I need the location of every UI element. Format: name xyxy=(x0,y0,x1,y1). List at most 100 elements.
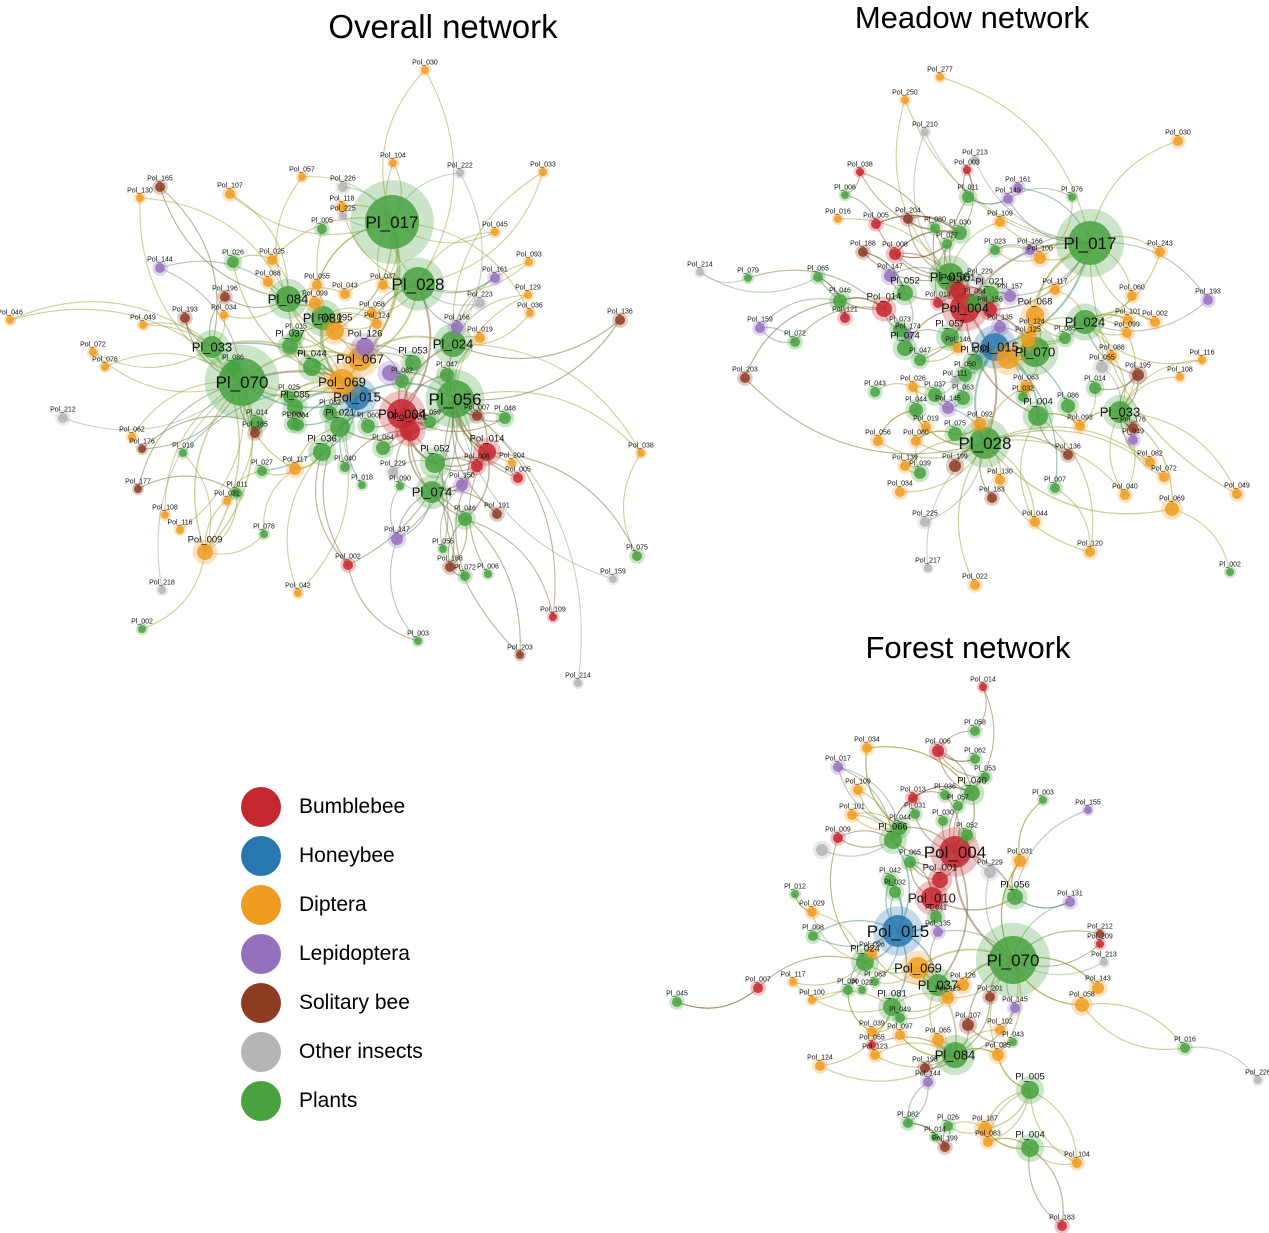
node-label-Pol_093: Pol_093 xyxy=(1067,415,1093,422)
node-label-Pol_019: Pol_019 xyxy=(913,416,939,423)
node-Pl_032 xyxy=(1018,392,1028,402)
node-Pol_212 xyxy=(1096,930,1104,938)
node-Pol_212 xyxy=(58,413,68,423)
node-label-Pl_050: Pl_050 xyxy=(954,362,976,369)
node-Pl_072 xyxy=(790,337,800,347)
node-Pol_117 xyxy=(789,978,797,986)
node-Pol_157 xyxy=(1004,290,1016,302)
node-Pl_084 xyxy=(275,286,301,312)
node-label-Pol_185: Pol_185 xyxy=(242,422,268,429)
node-Pl_052 xyxy=(961,829,973,841)
node-Pl_036 xyxy=(313,443,331,461)
node-Pol_060 xyxy=(1127,291,1137,301)
node-label-Pol_101: Pol_101 xyxy=(839,804,865,811)
node-label-Pol_212: Pol_212 xyxy=(50,407,76,414)
node-Pol_030 xyxy=(421,66,429,74)
node-Pol_130 xyxy=(995,475,1005,485)
node-label-Pol_022: Pol_022 xyxy=(962,574,988,581)
node-Pol_118 xyxy=(337,202,347,212)
node-Pl_060 xyxy=(361,419,375,433)
node-Pl_043 xyxy=(1009,1038,1017,1046)
node-label-Pol_116: Pol_116 xyxy=(167,520,192,527)
node-Pol_198 xyxy=(920,1063,930,1073)
edge-Pol_072-Pl_028 xyxy=(984,429,1165,478)
node-label-Pl_045: Pl_045 xyxy=(666,991,688,998)
node-Pl_084 xyxy=(942,1042,968,1068)
node-Pol_046 xyxy=(6,316,14,324)
node-Pol_159 xyxy=(609,575,617,583)
node-label-Pl_011: Pl_011 xyxy=(226,482,247,489)
node-label-Pol_055: Pol_055 xyxy=(304,274,330,281)
node-label-Pl_002: Pl_002 xyxy=(131,619,153,626)
edge-Pol_109-Pl_046 xyxy=(464,518,554,618)
node-Pol_093 xyxy=(1075,421,1085,431)
legend: Bumblebee Honeybee Diptera Lepidoptera S… xyxy=(241,782,423,1125)
node-Pol_068 xyxy=(1026,306,1044,324)
node-Pol_013 xyxy=(933,298,943,308)
node-label-Pol_069: Pol_069 xyxy=(1159,496,1185,503)
node-Pol_116 xyxy=(1198,356,1206,364)
node-label-Pol_001: Pol_001 xyxy=(923,863,958,874)
node-label-Pl_023: Pl_023 xyxy=(984,239,1006,246)
edge-Pl_075-Pol_014 xyxy=(486,451,638,557)
node-label-Pol_065: Pol_065 xyxy=(925,1028,951,1035)
node-Pol_123 xyxy=(870,1050,880,1060)
node-Pol_092 xyxy=(974,418,986,430)
edge-Pol_222-Pl_024 xyxy=(452,172,483,345)
node-label-Pol_149: Pol_149 xyxy=(995,188,1021,195)
node-label-Pol_008: Pol_008 xyxy=(464,454,490,461)
node-label-Pl_004: Pl_004 xyxy=(1023,397,1053,408)
node-unlabeled-forest-31 xyxy=(816,844,828,856)
node-label-Pl_024: Pl_024 xyxy=(1065,315,1105,330)
node-label-Pol_166: Pol_166 xyxy=(444,315,470,322)
node-label-Pol_030: Pol_030 xyxy=(1165,130,1191,137)
node-label-Pol_015: Pol_015 xyxy=(971,340,1019,355)
node-label-Pol_144: Pol_144 xyxy=(915,1071,941,1078)
node-label-Pol_002: Pol_002 xyxy=(1142,311,1168,318)
node-label-Pl_056: Pl_056 xyxy=(1000,880,1030,891)
node-label-Pl_074: Pl_074 xyxy=(890,331,920,342)
node-label-Pl_044: Pl_044 xyxy=(905,397,927,404)
node-Pol_187 xyxy=(978,1122,992,1136)
edge-Pol_057-Pl_084 xyxy=(275,176,303,300)
node-label-Pl_081: Pl_081 xyxy=(303,311,343,326)
node-label-Pol_217: Pol_217 xyxy=(915,558,941,565)
node-Pol_057 xyxy=(298,173,306,181)
node-Pl_074 xyxy=(897,340,913,356)
node-Pl_085 xyxy=(1059,332,1071,344)
node-Pl_081 xyxy=(883,998,901,1016)
edge-Pol_100-Pl_081 xyxy=(811,990,893,1008)
node-label-Pl_026: Pl_026 xyxy=(222,250,244,257)
node-label-Pl_021: Pl_021 xyxy=(325,408,355,419)
edge-Pol_203-Pl_028 xyxy=(744,377,986,455)
node-Pl_086 xyxy=(1061,399,1075,413)
node-Pl_019 xyxy=(179,449,187,457)
node-label-Pol_161: Pol_161 xyxy=(1005,177,1031,184)
node-label-Pl_006: Pl_006 xyxy=(834,185,856,192)
node-label-Pol_177: Pol_177 xyxy=(125,479,151,486)
edge-Pol_007-Pl_045 xyxy=(676,987,759,1009)
node-Pol_226 xyxy=(338,182,348,192)
node-label-Pol_222: Pol_222 xyxy=(447,163,473,170)
node-Pl_066 xyxy=(884,831,902,849)
node-Pl_072 xyxy=(460,571,470,581)
node-Pl_004 xyxy=(1028,406,1048,426)
legend-item-lepidoptera: Lepidoptera xyxy=(241,929,423,978)
node-Pol_034 xyxy=(895,487,905,497)
node-label-Pl_084: Pl_084 xyxy=(268,292,308,307)
node-label-Pl_009: Pl_009 xyxy=(282,412,304,419)
node-Pol_147 xyxy=(391,533,403,545)
node-Pol_204 xyxy=(508,459,516,467)
edge-Pol_022-Pl_028 xyxy=(957,442,986,586)
node-label-Pol_123: Pol_123 xyxy=(862,1044,888,1051)
node-label-Pol_135: Pol_135 xyxy=(987,315,1013,322)
node-Pol_058 xyxy=(1075,998,1089,1012)
node-Pol_044 xyxy=(1030,517,1040,527)
node-label-Pol_030: Pol_030 xyxy=(412,60,438,67)
node-Pl_026 xyxy=(227,256,239,268)
legend-label: Other insects xyxy=(299,1039,423,1063)
node-Pol_225 xyxy=(920,517,930,527)
node-Pol_102 xyxy=(995,1025,1005,1035)
node-label-Pol_004: Pol_004 xyxy=(378,407,426,422)
legend-label: Plants xyxy=(299,1088,358,1112)
